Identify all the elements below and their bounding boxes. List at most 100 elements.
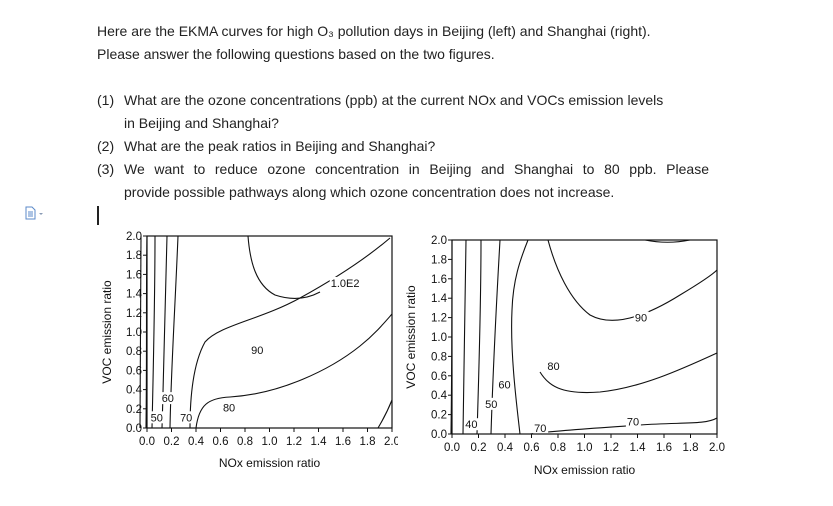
x-tick-label: 1.4 xyxy=(311,436,328,448)
question-number: (1) xyxy=(97,92,115,108)
contour-label: 70 xyxy=(534,423,546,435)
contour-label-bg xyxy=(497,378,513,391)
x-tick-label: 0.0 xyxy=(139,436,155,448)
question-line: in Beijing and Shanghai? xyxy=(124,115,279,131)
y-tick-label: 2.0 xyxy=(431,235,447,247)
contour-label-bg xyxy=(625,415,641,428)
contour-line xyxy=(169,235,179,429)
x-tick-label: 2.0 xyxy=(384,436,400,448)
contour-label-bg xyxy=(250,344,266,357)
y-tick-label: 0.8 xyxy=(431,351,447,363)
x-tick-label: 1.2 xyxy=(286,436,302,448)
y-tick-label: 0.4 xyxy=(126,385,143,397)
contour-label: 60 xyxy=(498,379,510,391)
contour-label-bg xyxy=(329,276,365,289)
contour-label-bg xyxy=(484,397,500,410)
y-tick-label: 1.6 xyxy=(126,269,142,281)
contour-line xyxy=(189,237,391,429)
x-tick-label: 1.8 xyxy=(683,442,699,454)
x-tick-label: 1.0 xyxy=(262,436,278,448)
y-tick-label: 1.8 xyxy=(126,250,142,262)
question-number: (3) xyxy=(97,161,115,177)
x-tick-label: 1.2 xyxy=(603,442,619,454)
contour-line xyxy=(139,235,142,429)
contour-label-bg xyxy=(633,311,649,324)
contour-lines xyxy=(450,239,718,435)
intro-line-1: Here are the EKMA curves for high O₃ pol… xyxy=(97,23,651,39)
contour-line xyxy=(195,313,393,429)
contour-line xyxy=(511,239,529,435)
y-tick-label: 1.6 xyxy=(431,274,447,286)
question-number: (2) xyxy=(97,138,115,154)
contour-label-bg xyxy=(179,411,195,424)
document-icon[interactable] xyxy=(24,206,46,220)
beijing-ekma-chart: 50 60 70 80 90 1.0E2 0.0 0.2 0.4 0.6 0.8 1.0 1.2 1.4… xyxy=(100,231,428,470)
y-tick-label: 0.0 xyxy=(431,429,447,441)
question-line: What are the peak ratios in Beijing and … xyxy=(124,138,436,154)
question-1: (1) What are the ozone concentrations (p… xyxy=(97,89,709,135)
y-tick-label: 1.0 xyxy=(431,332,447,344)
contour-line xyxy=(529,417,718,435)
question-3: (3) We want to reduce ozone concentratio… xyxy=(97,158,709,204)
question-line: provide possible pathways along which oz… xyxy=(124,184,615,200)
contour-label: 80 xyxy=(223,403,235,415)
x-tick-label: 0.4 xyxy=(497,442,514,454)
y-tick-label: 1.4 xyxy=(431,293,448,305)
contour-line xyxy=(547,239,718,321)
x-tick-label: 1.0 xyxy=(577,442,593,454)
x-tick-label: 0.6 xyxy=(213,436,229,448)
y-tick-label: 1.0 xyxy=(126,327,142,339)
contour-label: 90 xyxy=(251,345,263,357)
x-tick-label: 0.6 xyxy=(524,442,540,454)
y-tick-label: 0.8 xyxy=(126,346,142,358)
contour-label: 50 xyxy=(151,412,163,424)
x-axis-label: NOx emission ratio xyxy=(219,456,321,470)
x-tick-label: 0.4 xyxy=(188,436,205,448)
contour-labels: 50 60 70 80 90 1.0E2 xyxy=(149,276,365,424)
y-tick-label: 0.6 xyxy=(431,371,447,383)
contour-label: 70 xyxy=(627,416,639,428)
x-tick-label: 2.0 xyxy=(709,442,725,454)
x-axis-label: NOx emission ratio xyxy=(534,463,636,477)
contour-label: 40 xyxy=(465,419,477,431)
question-line: What are the ozone concentrations (ppb) … xyxy=(124,92,664,108)
x-tick-label: 1.4 xyxy=(630,442,647,454)
y-tick-label: 0.4 xyxy=(431,390,448,402)
contour-label: 50 xyxy=(485,399,497,411)
contour-label-bg xyxy=(464,418,480,431)
contour-label-bg xyxy=(546,360,562,373)
x-tick-label: 1.6 xyxy=(656,442,672,454)
y-tick-label: 0.0 xyxy=(126,423,142,435)
question-line: We want to reduce ozone concentration in… xyxy=(124,161,709,177)
x-tick-label: 0.8 xyxy=(550,442,566,454)
contour-line xyxy=(644,239,691,243)
contour-label: 70 xyxy=(180,412,192,424)
problem-text: Here are the EKMA curves for high O₃ pol… xyxy=(97,20,709,204)
x-tick-label: 0.8 xyxy=(237,436,253,448)
contour-line xyxy=(476,239,482,435)
contour-label: 60 xyxy=(162,393,174,405)
contour-line xyxy=(490,239,501,435)
y-tick-label: 2.0 xyxy=(126,231,142,243)
contour-label: 90 xyxy=(635,313,647,325)
question-2: (2) What are the peak ratios in Beijing … xyxy=(97,135,709,158)
y-tick-label: 1.2 xyxy=(126,308,142,320)
intro-line-2: Please answer the following questions ba… xyxy=(97,46,495,62)
x-tick-label: 1.8 xyxy=(360,436,376,448)
y-tick-label: 1.8 xyxy=(431,254,447,266)
contour-label-bg xyxy=(221,401,237,414)
y-tick-label: 1.2 xyxy=(431,313,447,325)
y-tick-label: 0.2 xyxy=(431,410,447,422)
contour-label: 1.0E2 xyxy=(331,278,360,290)
contour-line xyxy=(377,399,393,429)
x-tick-label: 1.6 xyxy=(335,436,351,448)
x-tick-label: 0.2 xyxy=(471,442,487,454)
contour-label-bg xyxy=(160,392,176,405)
y-tick-label: 1.4 xyxy=(126,289,143,301)
contour-lines xyxy=(139,235,393,429)
crop-mask xyxy=(398,430,428,450)
contour-label-bg xyxy=(149,411,165,424)
contour-line xyxy=(151,235,156,429)
y-axis-label: VOC emission ratio xyxy=(100,280,114,384)
